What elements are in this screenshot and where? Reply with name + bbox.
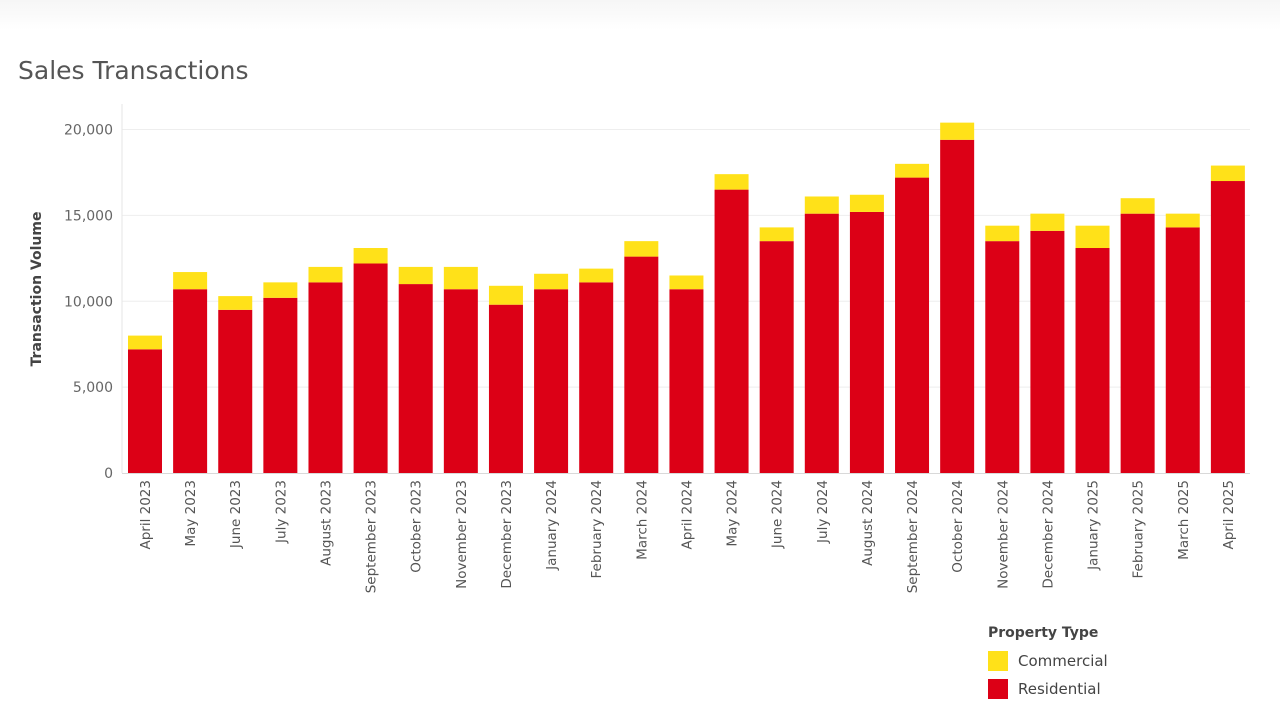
bar-residential (985, 241, 1020, 473)
y-tick-label: 15,000 (64, 208, 113, 224)
bar-residential (579, 282, 614, 473)
x-tick-label: March 2025 (1176, 480, 1192, 560)
bar-commercial (218, 296, 253, 310)
bar-commercial (624, 241, 659, 257)
x-tick-label: July 2024 (815, 480, 831, 544)
x-tick-label: April 2023 (138, 480, 154, 550)
legend-label-residential: Residential (1018, 680, 1101, 698)
bar-commercial (534, 273, 569, 290)
bar-commercial (1165, 213, 1200, 228)
bar-commercial (940, 122, 975, 140)
x-tick-label: January 2024 (544, 480, 560, 571)
x-tick-label: February 2025 (1131, 480, 1147, 578)
x-tick-label: September 2024 (905, 480, 921, 593)
x-tick-label: May 2023 (183, 480, 199, 547)
x-tick-label: April 2025 (1221, 480, 1237, 550)
x-tick-label: February 2024 (589, 480, 605, 578)
bar-commercial (985, 225, 1020, 242)
x-tick-label: January 2025 (1086, 480, 1102, 571)
bar-residential (1165, 227, 1200, 473)
bar-residential (1075, 248, 1110, 473)
bar-commercial (849, 194, 884, 212)
bar-residential (263, 297, 298, 473)
bar-residential (895, 177, 930, 473)
x-tick-label: May 2024 (725, 480, 741, 547)
x-tick-label: June 2024 (770, 480, 786, 549)
chart-title: Sales Transactions (18, 56, 249, 85)
bar-residential (849, 211, 884, 473)
bar-residential (669, 289, 704, 473)
bar-residential (488, 304, 523, 473)
bar-residential (1210, 181, 1245, 473)
bar-residential (398, 284, 433, 473)
bar-residential (804, 213, 839, 473)
bar-residential (534, 289, 569, 473)
bar-commercial (1030, 213, 1065, 231)
x-tick-label: November 2024 (995, 480, 1011, 589)
x-tick-label: July 2023 (273, 480, 289, 544)
x-tick-label: March 2024 (634, 480, 650, 560)
header-strip (0, 0, 1280, 30)
bar-residential (443, 289, 478, 473)
bar-commercial (669, 275, 704, 290)
bar-residential (128, 349, 162, 473)
y-axis-label: Transaction Volume (29, 212, 45, 367)
x-tick-label: November 2023 (454, 480, 470, 589)
x-tick-label: April 2024 (679, 480, 695, 550)
legend-swatch-commercial (988, 651, 1008, 671)
x-tick-label: October 2023 (409, 480, 425, 573)
bar-residential (714, 189, 749, 474)
bar-residential (173, 289, 208, 473)
x-tick-label: August 2023 (318, 480, 334, 566)
legend: Property Type Commercial Residential (988, 625, 1108, 703)
bar-residential (218, 309, 253, 473)
bar-commercial (804, 196, 839, 214)
bar-residential (1030, 230, 1065, 473)
x-tick-label: December 2024 (1040, 480, 1056, 589)
bar-residential (940, 139, 975, 473)
x-tick-label: June 2023 (228, 480, 244, 549)
legend-title: Property Type (988, 625, 1099, 641)
x-tick-label: September 2023 (364, 480, 380, 593)
bar-commercial (173, 272, 208, 290)
legend-item-residential[interactable]: Residential (988, 675, 1108, 703)
bar-commercial (443, 266, 478, 290)
x-tick-label: October 2024 (950, 480, 966, 573)
bar-residential (1120, 213, 1155, 473)
bar-commercial (128, 335, 162, 350)
bar-commercial (579, 268, 614, 283)
bar-commercial (895, 163, 930, 178)
y-tick-label: 0 (104, 466, 113, 482)
bar-residential (624, 256, 659, 473)
bar-commercial (488, 285, 523, 305)
legend-item-commercial[interactable]: Commercial (988, 647, 1108, 675)
bar-commercial (759, 227, 794, 242)
bar-commercial (308, 266, 343, 283)
bar-commercial (1120, 198, 1155, 214)
x-tick-label: December 2023 (499, 480, 515, 589)
bar-commercial (353, 248, 388, 264)
y-tick-label: 5,000 (73, 380, 113, 396)
bar-residential (759, 241, 794, 473)
y-tick-label: 20,000 (64, 123, 113, 139)
bar-commercial (1210, 165, 1245, 182)
bar-commercial (714, 174, 749, 190)
legend-label-commercial: Commercial (1018, 652, 1108, 670)
bar-commercial (1075, 225, 1110, 249)
x-tick-label: August 2024 (860, 480, 876, 566)
bar-commercial (398, 266, 433, 285)
y-tick-label: 10,000 (64, 294, 113, 310)
bar-residential (353, 263, 388, 473)
legend-swatch-residential (988, 679, 1008, 699)
bar-residential (308, 282, 343, 473)
bar-commercial (263, 282, 298, 298)
